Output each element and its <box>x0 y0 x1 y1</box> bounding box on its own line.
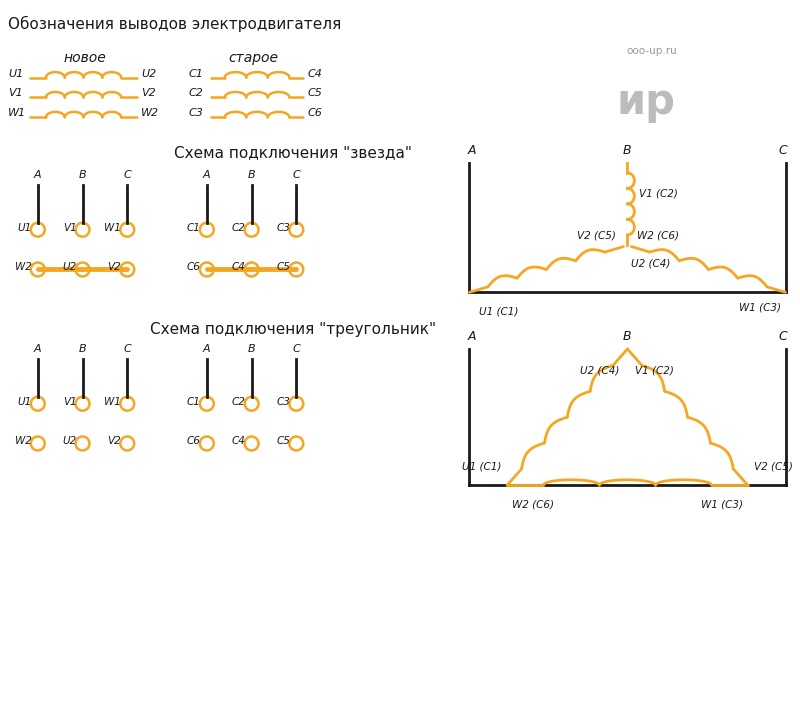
Text: C1: C1 <box>187 222 201 233</box>
Text: A: A <box>467 144 476 157</box>
Text: W1: W1 <box>105 397 122 407</box>
Text: C: C <box>293 170 300 180</box>
Text: V2: V2 <box>141 89 156 99</box>
Text: A: A <box>203 170 210 180</box>
Text: старое: старое <box>229 51 278 65</box>
Text: C3: C3 <box>277 397 290 407</box>
Text: A: A <box>34 344 42 354</box>
Text: U1 (C1): U1 (C1) <box>462 461 501 471</box>
Text: C1: C1 <box>187 397 201 407</box>
Text: C2: C2 <box>232 222 246 233</box>
Text: новое: новое <box>63 51 106 65</box>
Text: C2: C2 <box>232 397 246 407</box>
Text: A: A <box>467 330 476 343</box>
Text: U2: U2 <box>141 68 157 79</box>
Text: C: C <box>123 170 131 180</box>
Text: C: C <box>778 144 787 157</box>
Text: C: C <box>293 344 300 354</box>
Text: B: B <box>248 170 255 180</box>
Text: U1: U1 <box>18 222 32 233</box>
Text: Схема подключения "треугольник": Схема подключения "треугольник" <box>150 322 436 337</box>
Text: B: B <box>248 344 255 354</box>
Text: U2: U2 <box>62 436 77 446</box>
Text: V2: V2 <box>107 263 122 272</box>
Text: V1: V1 <box>63 222 77 233</box>
Text: U2 (C4): U2 (C4) <box>580 366 619 376</box>
Text: V2: V2 <box>107 436 122 446</box>
Text: U1: U1 <box>8 68 23 79</box>
Text: B: B <box>78 344 86 354</box>
Text: C4: C4 <box>232 436 246 446</box>
Text: U1: U1 <box>18 397 32 407</box>
Text: V1: V1 <box>63 397 77 407</box>
Text: W2 (C6): W2 (C6) <box>638 231 679 241</box>
Text: C3: C3 <box>189 108 204 118</box>
Text: B: B <box>78 170 86 180</box>
Text: V1 (C2): V1 (C2) <box>639 189 678 199</box>
Text: C6: C6 <box>307 108 322 118</box>
Text: C6: C6 <box>187 263 201 272</box>
Text: C5: C5 <box>277 263 290 272</box>
Text: U1 (C1): U1 (C1) <box>479 306 518 316</box>
Text: W2: W2 <box>15 263 32 272</box>
Text: C5: C5 <box>277 436 290 446</box>
Text: V2 (C5): V2 (C5) <box>577 231 615 241</box>
Text: C3: C3 <box>277 222 290 233</box>
Text: C2: C2 <box>189 89 204 99</box>
Text: C6: C6 <box>187 436 201 446</box>
Text: C4: C4 <box>232 263 246 272</box>
Text: U2: U2 <box>62 263 77 272</box>
Text: U2 (C4): U2 (C4) <box>631 258 670 268</box>
Text: C5: C5 <box>307 89 322 99</box>
Text: W1 (C3): W1 (C3) <box>701 499 742 509</box>
Text: Схема подключения "звезда": Схема подключения "звезда" <box>174 145 412 161</box>
Text: C: C <box>778 330 787 343</box>
Text: V1: V1 <box>8 89 22 99</box>
Text: A: A <box>203 344 210 354</box>
Text: W2: W2 <box>15 436 32 446</box>
Text: C4: C4 <box>307 68 322 79</box>
Text: V1 (C2): V1 (C2) <box>635 366 674 376</box>
Text: C: C <box>123 344 131 354</box>
Text: ooo-up.ru: ooo-up.ru <box>626 46 677 56</box>
Text: V2 (C5): V2 (C5) <box>754 461 793 471</box>
Text: W1: W1 <box>105 222 122 233</box>
Text: A: A <box>34 170 42 180</box>
Text: ир: ир <box>617 80 676 122</box>
Text: W1 (C3): W1 (C3) <box>738 302 781 313</box>
Text: B: B <box>623 330 632 343</box>
Text: W1: W1 <box>8 108 26 118</box>
Text: W2: W2 <box>141 108 159 118</box>
Text: B: B <box>623 144 632 157</box>
Text: C1: C1 <box>189 68 204 79</box>
Text: Обозначения выводов электродвигателя: Обозначения выводов электродвигателя <box>8 16 342 32</box>
Text: W2 (C6): W2 (C6) <box>512 499 554 509</box>
